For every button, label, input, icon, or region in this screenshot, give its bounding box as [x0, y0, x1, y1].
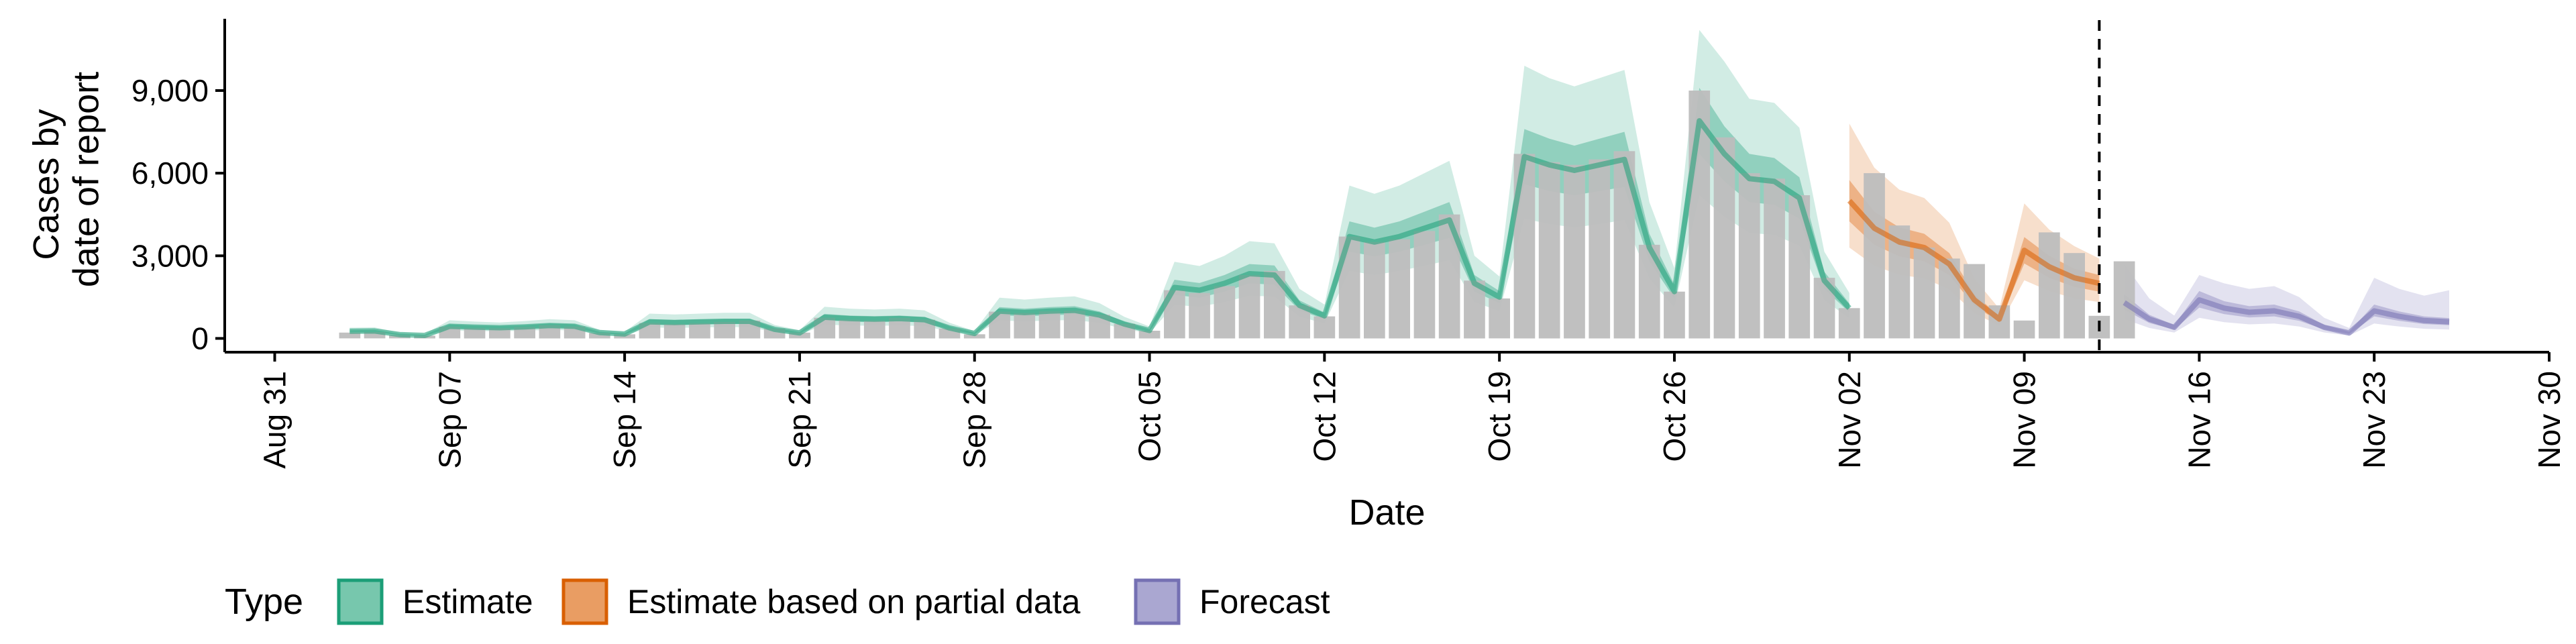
bar-1: [364, 332, 386, 339]
x-axis-title: Date: [1348, 492, 1425, 533]
bar-56: [1738, 173, 1760, 339]
bar-49: [1564, 164, 1585, 339]
legend: Type Estimate Estimate based on partial d…: [225, 578, 1330, 625]
bar-43: [1413, 231, 1436, 339]
bar-35: [1214, 286, 1236, 339]
y-axis-ticks: 0 3,000 6,000 9,000: [131, 73, 225, 356]
bar-8: [539, 325, 561, 339]
legend-title: Type: [225, 582, 303, 622]
legend-key-1: [561, 578, 608, 625]
band-1-0: [1849, 123, 2100, 326]
bar-6: [489, 328, 511, 339]
bar-15: [714, 321, 735, 339]
bar-47: [1513, 154, 1536, 339]
bar-20: [839, 319, 861, 339]
x-tick-label: Nov 16: [2182, 371, 2216, 469]
bar-46: [1489, 298, 1510, 339]
x-tick-label: Oct 12: [1307, 371, 1342, 462]
bar-55: [1713, 137, 1735, 339]
y-tick-label: 9,000: [131, 73, 209, 108]
bar-28: [1038, 311, 1061, 339]
bar-42: [1389, 239, 1410, 339]
y-axis-title-line-1: Cases by: [26, 109, 66, 260]
bar-32: [1138, 331, 1161, 339]
x-tick-label: Sep 07: [432, 371, 467, 469]
bar-61: [1864, 173, 1885, 339]
bar-67: [2013, 320, 2035, 339]
bar-25: [963, 334, 985, 339]
bar-10: [589, 333, 610, 339]
y-axis-title: Cases by date of report: [26, 72, 106, 287]
median-line-2: [2123, 297, 2450, 336]
bar-41: [1364, 241, 1385, 339]
bar-71: [2113, 261, 2135, 339]
median-line-1: [1847, 199, 2100, 322]
x-tick-label: Sep 28: [957, 371, 992, 469]
band-0-0: [350, 30, 1849, 337]
bar-57: [1764, 178, 1785, 339]
legend-key-0: [337, 578, 384, 625]
x-tick-label: Nov 23: [2357, 371, 2392, 469]
x-tick-label: Aug 31: [258, 371, 292, 469]
bar-5: [464, 327, 486, 339]
bar-50: [1589, 159, 1611, 339]
legend-label-1: Estimate based on partial data: [627, 583, 1081, 621]
bar-48: [1538, 162, 1560, 339]
median-line-0: [350, 118, 1851, 338]
x-tick-label: Sep 14: [607, 371, 642, 469]
bar-0: [339, 332, 361, 339]
reported-cases-bars: [339, 91, 2135, 339]
bar-7: [514, 327, 535, 339]
bar-63: [1913, 248, 1935, 339]
x-tick-label: Nov 02: [1832, 371, 1867, 469]
y-axis-title-line-2: date of report: [66, 72, 107, 287]
x-tick-label: Sep 21: [782, 371, 817, 469]
legend-label-2: Forecast: [1199, 583, 1330, 621]
x-tick-label: Oct 19: [1482, 371, 1517, 462]
median-lines: [350, 118, 2450, 338]
legend-key-2: [1134, 578, 1181, 625]
bar-13: [663, 324, 686, 339]
bar-68: [2039, 232, 2060, 339]
bar-27: [1014, 313, 1036, 339]
x-tick-label: Oct 26: [1657, 371, 1692, 462]
bar-29: [1063, 311, 1085, 339]
x-tick-label: Nov 30: [2532, 371, 2567, 469]
x-tick-label: Oct 05: [1132, 371, 1167, 462]
bar-69: [2063, 253, 2085, 339]
y-tick-label: 6,000: [131, 156, 209, 191]
bar-53: [1664, 291, 1685, 339]
bar-21: [863, 320, 885, 339]
bar-60: [1838, 308, 1860, 339]
y-tick-label: 0: [191, 321, 209, 356]
legend-label-0: Estimate: [402, 583, 533, 621]
bar-34: [1189, 292, 1210, 339]
bar-39: [1313, 316, 1336, 339]
x-tick-label: Nov 09: [2007, 371, 2042, 469]
x-axis-ticks: Aug 31 Sep 07 Sep 14 Sep 21 Sep 28 Oct 05 Oct …: [258, 352, 2567, 469]
bar-36: [1238, 275, 1260, 339]
bar-14: [689, 323, 710, 339]
y-tick-label: 3,000: [131, 238, 209, 273]
